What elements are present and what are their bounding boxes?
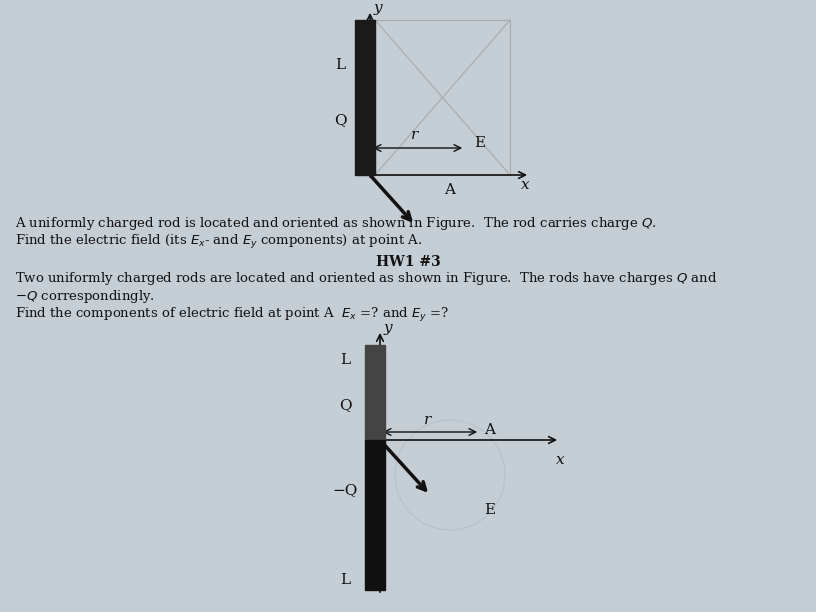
Bar — [365, 440, 385, 590]
Text: L: L — [335, 58, 345, 72]
Text: Find the electric field (its $E_x$- and $E_y$ components) at point A.: Find the electric field (its $E_x$- and … — [15, 233, 422, 251]
Text: y: y — [384, 321, 392, 335]
Text: −Q: −Q — [332, 483, 357, 497]
Text: y: y — [374, 1, 383, 15]
Text: HW1 #3: HW1 #3 — [375, 255, 441, 269]
Text: A: A — [485, 423, 495, 437]
Text: Two uniformly charged rods are located and oriented as shown in Figure.  The rod: Two uniformly charged rods are located a… — [15, 270, 717, 287]
Text: E: E — [474, 136, 486, 150]
Text: A uniformly charged rod is located and oriented as shown in Figure.  The rod car: A uniformly charged rod is located and o… — [15, 215, 657, 232]
Text: E: E — [485, 503, 495, 517]
Bar — [365, 345, 385, 440]
Text: x: x — [521, 178, 530, 192]
Text: r: r — [411, 128, 419, 142]
Text: Q: Q — [334, 113, 346, 127]
Text: r: r — [424, 413, 432, 427]
Text: A: A — [445, 183, 455, 197]
Text: Find the components of electric field at point A  $E_x$ =? and $E_y$ =?: Find the components of electric field at… — [15, 306, 450, 324]
Text: $-Q$ correspondingly.: $-Q$ correspondingly. — [15, 288, 155, 305]
Text: L: L — [340, 573, 350, 587]
Text: x: x — [556, 453, 565, 467]
Bar — [355, 20, 375, 175]
Text: Q: Q — [339, 398, 352, 412]
Text: L: L — [340, 353, 350, 367]
